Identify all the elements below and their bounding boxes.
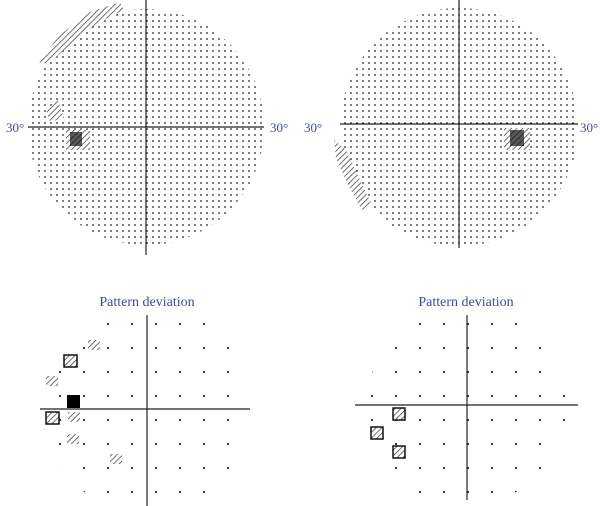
field-left: 30° 30° — [6, 0, 288, 255]
pattern-deviation-left: Pattern deviation — [40, 295, 251, 506]
deviation-dots — [43, 315, 251, 506]
deviation-symbol — [110, 454, 122, 464]
deviation-symbol — [63, 354, 78, 368]
defect-area — [46, 100, 64, 122]
deviation-symbol — [370, 426, 384, 440]
field-right: 30° 30° — [304, 0, 598, 248]
scale-label: 30° — [304, 120, 322, 135]
defect-area — [38, 2, 124, 64]
deviation-symbol — [67, 434, 79, 444]
plot-title: Pattern deviation — [418, 295, 513, 310]
deviation-symbol — [392, 445, 406, 459]
deviation-symbol — [45, 411, 60, 425]
deviation-symbol — [88, 340, 100, 350]
plot-title: Pattern deviation — [99, 295, 194, 310]
scale-label: 30° — [580, 120, 598, 135]
deviation-symbol — [67, 395, 80, 408]
blind-spot-core — [510, 130, 524, 146]
deviation-symbol — [68, 412, 80, 422]
deviation-symbol — [46, 376, 58, 386]
blind-spot-core — [70, 132, 82, 146]
scale-label: 30° — [6, 120, 24, 135]
scale-label: 30° — [270, 120, 288, 135]
defect-area — [334, 140, 372, 210]
pattern-deviation-right: Pattern deviation — [355, 295, 578, 505]
deviation-symbol — [392, 407, 406, 421]
